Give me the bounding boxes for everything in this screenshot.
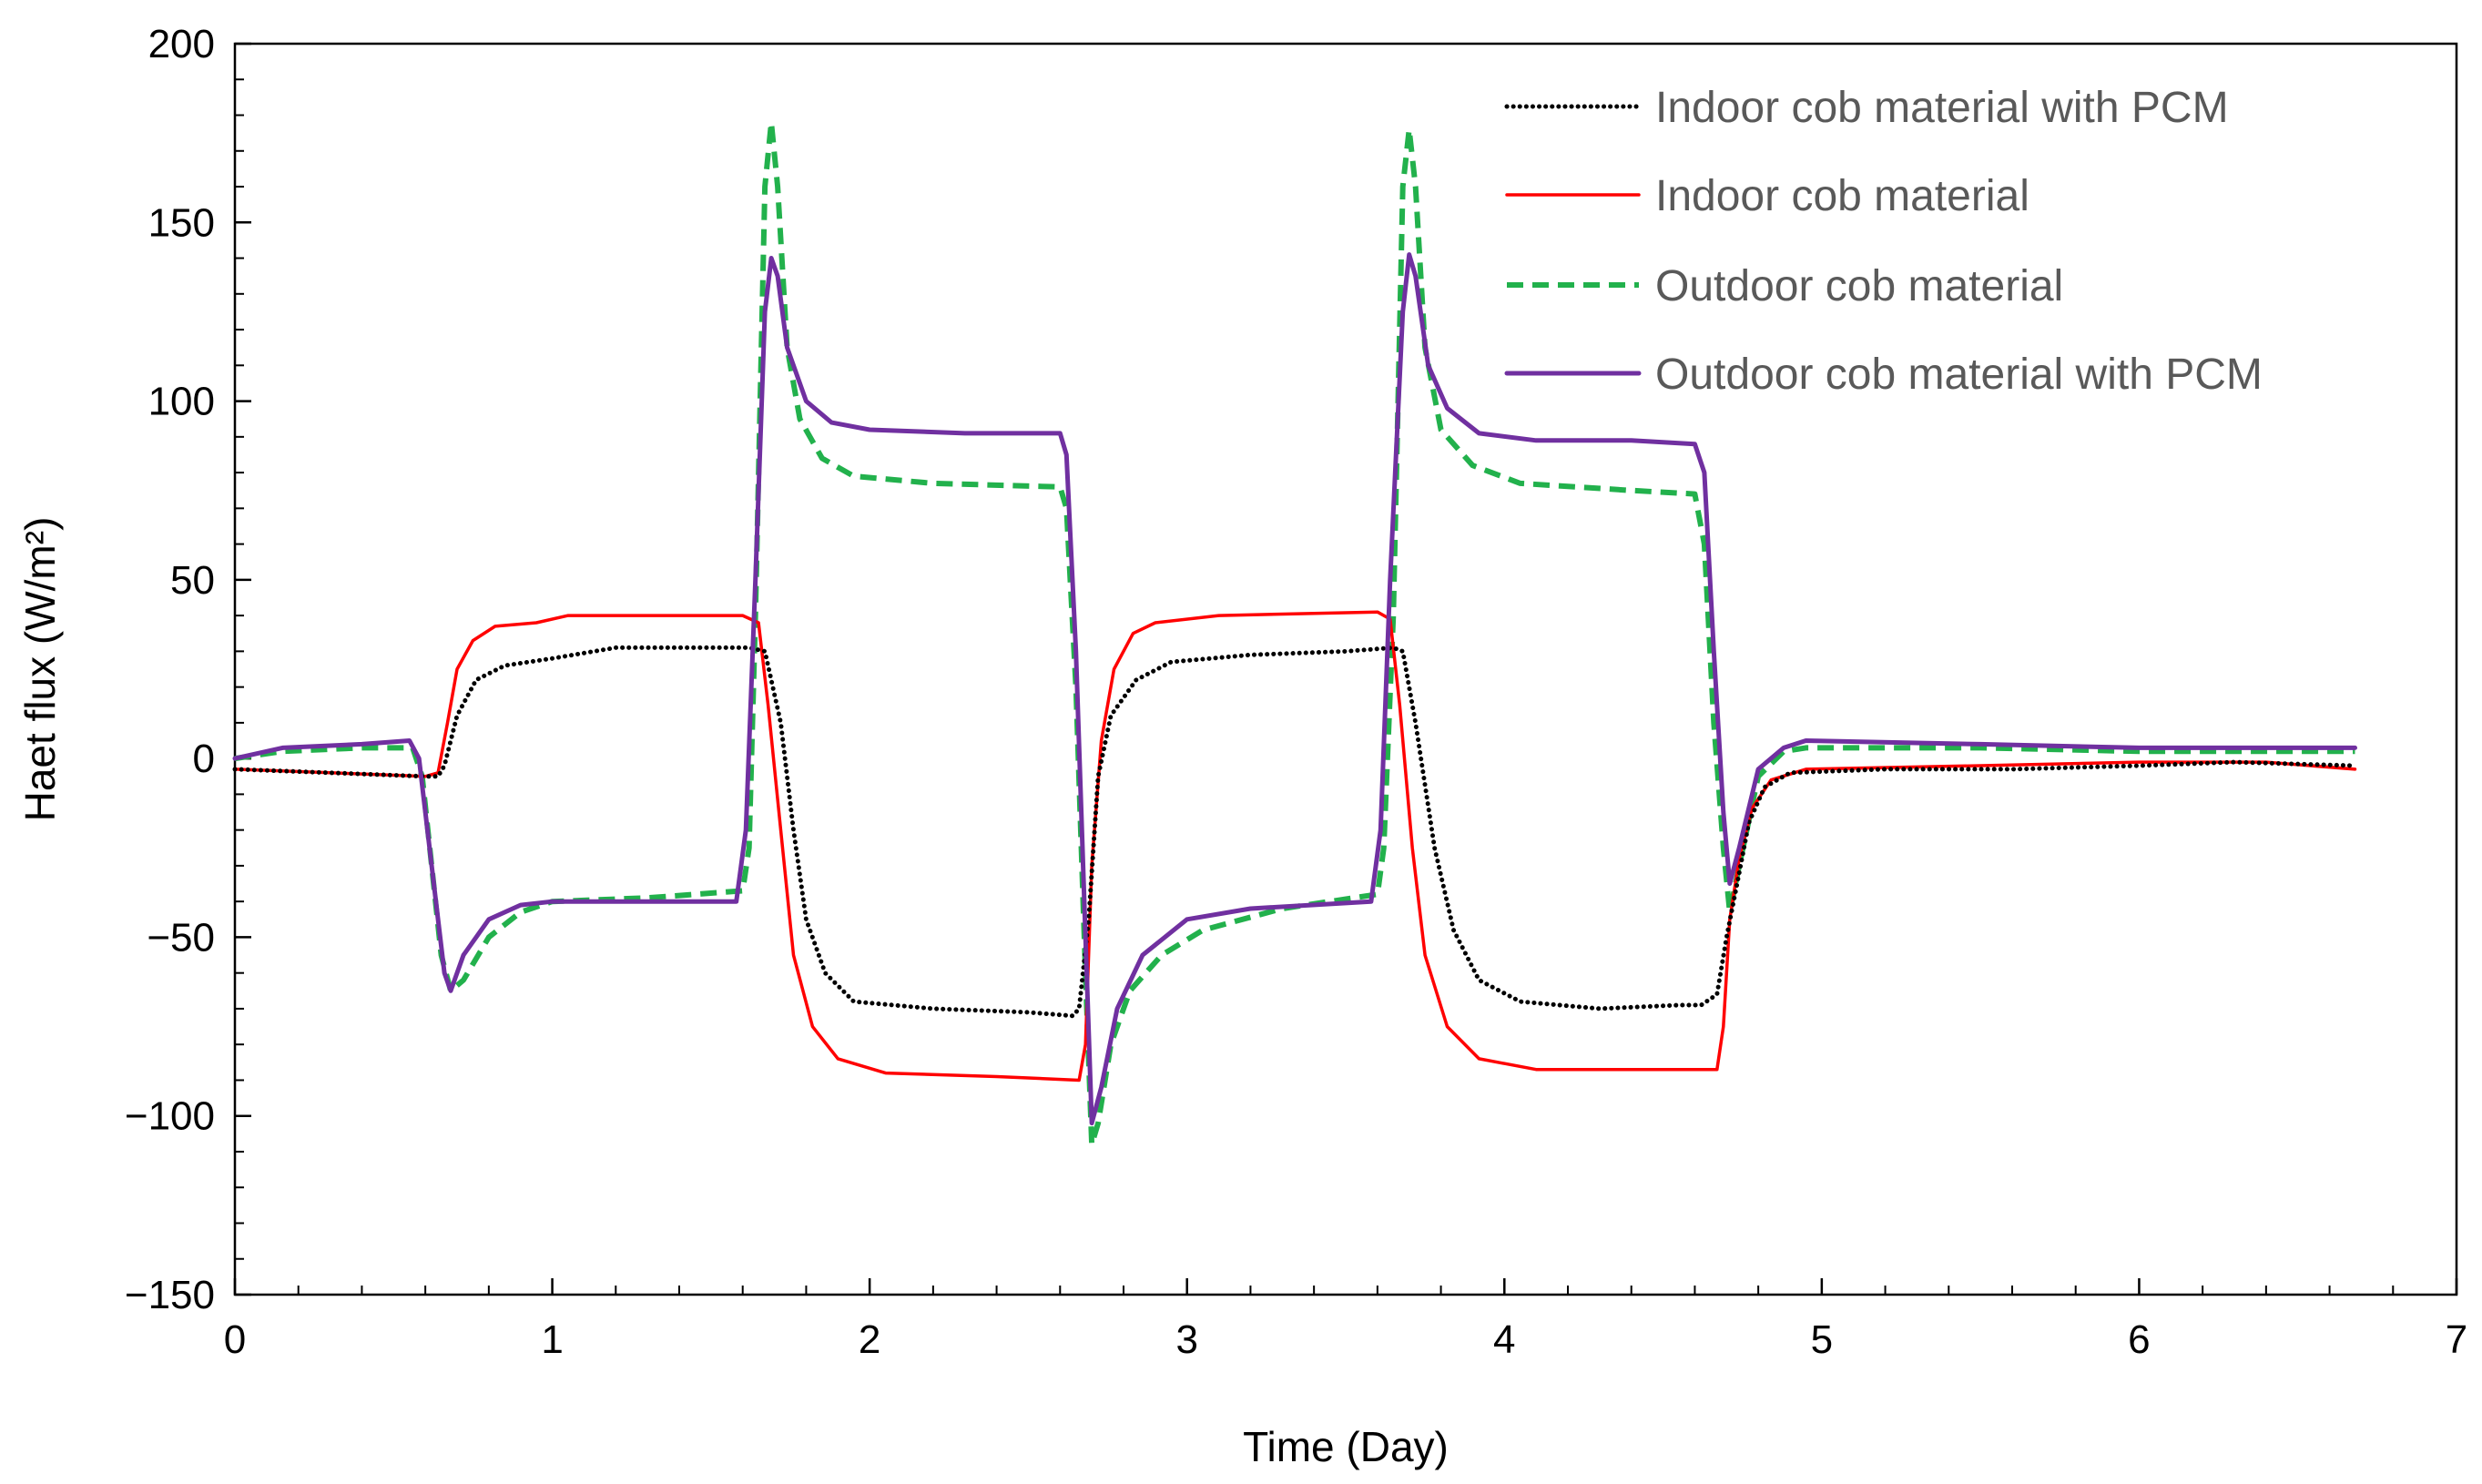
y-tick-label: 200 xyxy=(148,22,215,66)
legend: Indoor cob material with PCM Indoor cob m… xyxy=(1504,84,2263,399)
y-axis-minor-ticks xyxy=(235,78,244,1260)
y-tick-label: −150 xyxy=(125,1273,215,1317)
x-tick-label: 7 xyxy=(2446,1317,2467,1362)
x-tick-label: 2 xyxy=(859,1317,880,1362)
y-tick-label: 150 xyxy=(148,200,215,245)
series-line-outdoor-cob-material xyxy=(234,119,2355,1148)
x-axis-title: Time (Day) xyxy=(1243,1423,1449,1470)
x-tick-label: 0 xyxy=(224,1317,246,1362)
plot-area-frame xyxy=(233,42,2458,1296)
x-tick-label: 3 xyxy=(1175,1317,1197,1362)
x-axis-ticks: 0 1 2 3 4 5 6 7 xyxy=(224,1278,2467,1362)
series-layer xyxy=(232,119,2357,1148)
legend-label: Indoor cob material xyxy=(1655,172,2029,220)
x-tick-label: 4 xyxy=(1493,1317,1515,1362)
x-tick-label: 1 xyxy=(541,1317,563,1362)
x-axis-minor-ticks xyxy=(297,1286,2395,1295)
y-tick-label: −100 xyxy=(125,1094,215,1139)
legend-label: Indoor cob material with PCM xyxy=(1655,84,2229,132)
y-tick-label: 0 xyxy=(193,737,215,781)
y-axis-title: Haet flux (W/m²) xyxy=(16,517,64,822)
y-tick-label: −50 xyxy=(147,915,215,960)
x-tick-label: 5 xyxy=(1811,1317,1833,1362)
series-line-outdoor-cob-material-with-pcm xyxy=(232,252,2357,1126)
y-tick-label: 50 xyxy=(170,558,215,603)
y-tick-label: 100 xyxy=(148,380,215,424)
x-tick-label: 6 xyxy=(2128,1317,2150,1362)
legend-label: Outdoor cob material with PCM xyxy=(1655,351,2263,399)
legend-label: Outdoor cob material xyxy=(1655,262,2063,310)
y-axis-ticks: −150 −100 −50 0 50 100 150 200 xyxy=(125,22,251,1317)
series-line-indoor-cob-material-with-pcm xyxy=(232,645,2357,1019)
